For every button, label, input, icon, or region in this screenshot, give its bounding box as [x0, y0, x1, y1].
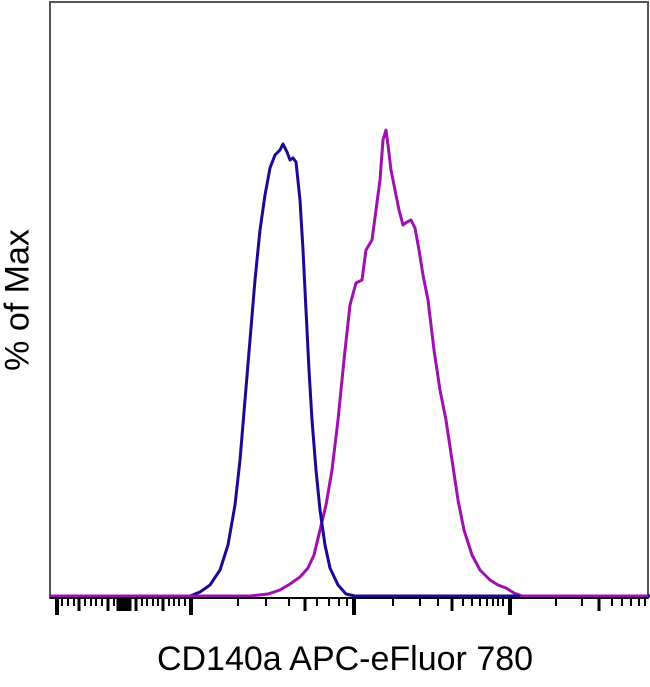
isotype-control-curve	[50, 142, 650, 598]
x-axis-label: CD140a APC-eFluor 780	[156, 640, 534, 678]
x-axis-label-wrap: CD140a APC-eFluor 780	[0, 640, 650, 679]
x-axis-ticks	[55, 599, 646, 615]
plot-frame	[49, 1, 649, 599]
cd140a-stained-curve	[50, 128, 650, 598]
histogram-curves	[50, 128, 650, 598]
